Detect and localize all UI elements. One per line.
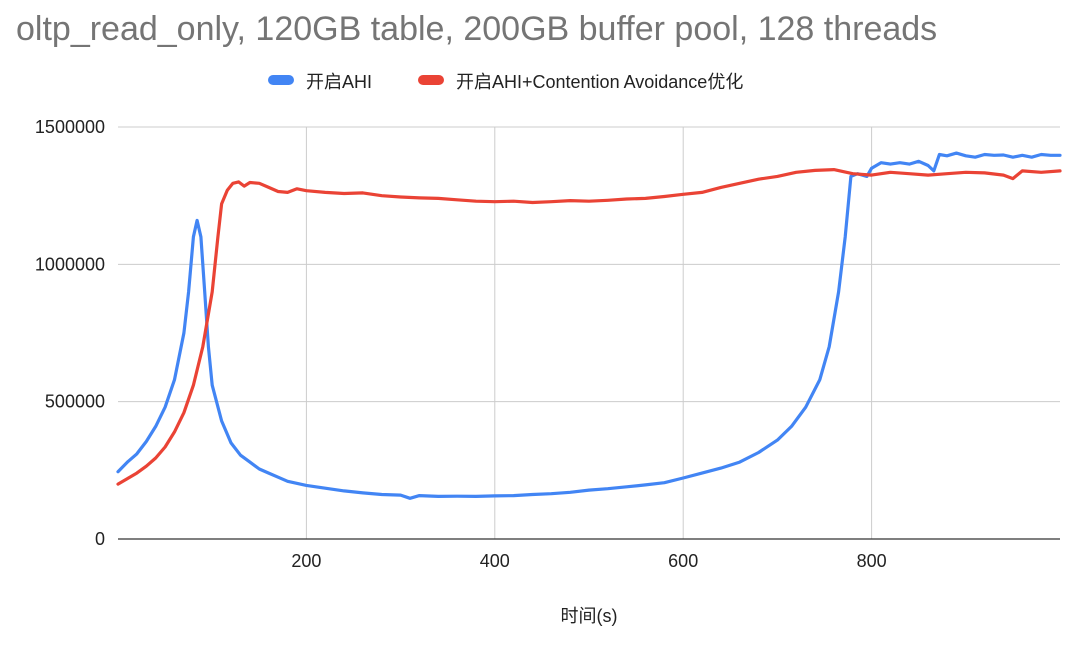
y-tick-label-1: 500000 bbox=[45, 392, 105, 412]
legend-swatch-series-1 bbox=[268, 75, 294, 85]
y-gridlines bbox=[118, 126, 1060, 403]
y-tick-label-2: 1000000 bbox=[35, 254, 105, 274]
x-axis-title: 时间(s) bbox=[561, 606, 618, 626]
legend-item-series-2: 开启AHI+Contention Avoidance优化 bbox=[418, 72, 743, 92]
y-tick-label-3: 1500000 bbox=[35, 117, 105, 137]
legend-item-series-1: 开启AHI bbox=[268, 72, 372, 92]
chart-title: oltp_read_only, 120GB table, 200GB buffe… bbox=[16, 10, 937, 48]
y-tick-label-0: 0 bbox=[95, 529, 105, 549]
x-tick-label-3: 800 bbox=[857, 551, 887, 571]
x-tick-label-2: 600 bbox=[668, 551, 698, 571]
series-line-1 bbox=[116, 151, 1062, 500]
x-gridlines bbox=[305, 127, 873, 539]
legend-swatch-series-2 bbox=[418, 75, 444, 85]
x-axis-ticks: 200 400 600 800 bbox=[291, 551, 886, 571]
y-axis-ticks: 0 500000 1000000 1500000 bbox=[35, 117, 105, 549]
series-lines bbox=[116, 151, 1062, 500]
legend: 开启AHI 开启AHI+Contention Avoidance优化 bbox=[268, 72, 743, 92]
x-tick-label-1: 400 bbox=[480, 551, 510, 571]
legend-label-series-1: 开启AHI bbox=[306, 72, 372, 92]
series-line-2 bbox=[116, 168, 1062, 486]
legend-label-series-2: 开启AHI+Contention Avoidance优化 bbox=[456, 72, 743, 92]
x-tick-label-0: 200 bbox=[291, 551, 321, 571]
